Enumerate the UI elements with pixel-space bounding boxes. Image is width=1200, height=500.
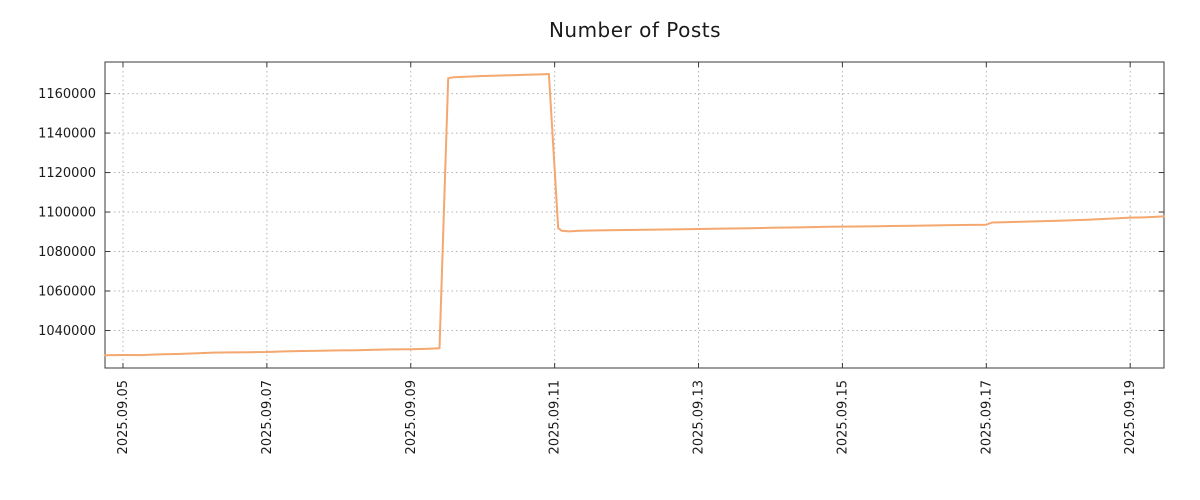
x-tick-label: 2025.09.09: [404, 380, 419, 454]
x-tick-label: 2025.09.07: [260, 380, 275, 454]
y-tick-label: 1080000: [38, 245, 96, 260]
chart-title: Number of Posts: [548, 18, 722, 42]
plot-border: [104, 61, 1165, 369]
x-tick-label: 2025.09.13: [692, 380, 707, 454]
x-tick-label: 2025.09.11: [548, 380, 563, 454]
y-tick-label: 1100000: [38, 206, 96, 221]
y-tick-label: 1160000: [38, 87, 96, 102]
y-tick-label: 1120000: [38, 166, 96, 181]
x-tick-label: 2025.09.15: [835, 380, 850, 454]
x-tick-label: 2025.09.19: [1123, 380, 1138, 454]
x-tick-label: 2025.09.05: [116, 380, 131, 454]
y-tick-label: 1140000: [38, 127, 96, 142]
x-tick-label: 2025.09.17: [979, 380, 994, 454]
y-tick-label: 1060000: [38, 285, 96, 300]
y-tick-label: 1040000: [38, 324, 96, 339]
data-line-number-of-posts: [104, 73, 1165, 357]
